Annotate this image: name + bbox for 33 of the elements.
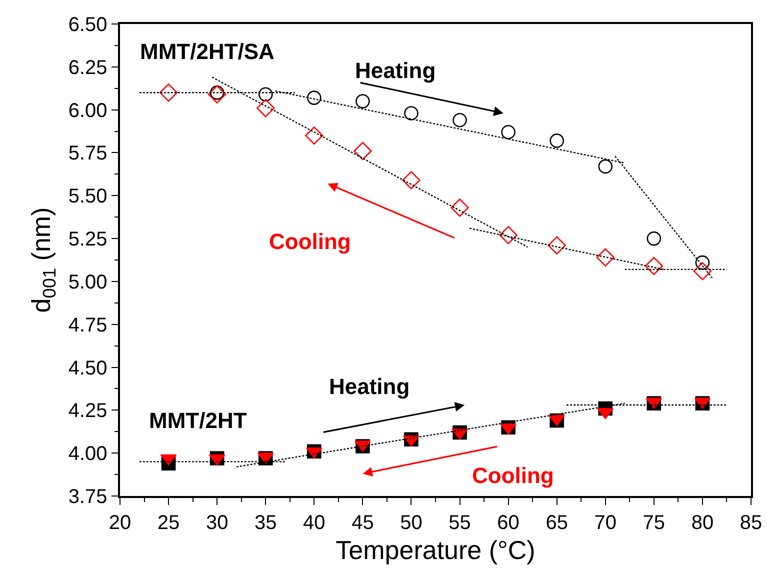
annotation: MMT/2HT <box>149 408 248 433</box>
x-tick-label: 75 <box>642 512 666 534</box>
y-tick-label: 4.25 <box>68 400 108 422</box>
annotation: Cooling <box>472 463 554 488</box>
annotation: Cooling <box>269 229 351 254</box>
y-tick-label: 4.50 <box>68 357 108 380</box>
x-tick-label: 30 <box>206 512 228 534</box>
y-tick-label: 4.00 <box>68 443 108 466</box>
x-tick-label: 80 <box>691 512 714 534</box>
y-tick-label: 6.50 <box>68 14 108 36</box>
y-tick-label: 4.75 <box>68 314 108 336</box>
y-tick-label: 5.50 <box>68 186 108 208</box>
annotation: Heating <box>329 374 410 399</box>
y-tick-label: 3.75 <box>68 486 108 508</box>
x-tick-label: 20 <box>108 512 132 534</box>
x-tick-label: 40 <box>303 512 326 534</box>
y-tick-label: 6.25 <box>68 56 108 79</box>
y-tick-label: 6.00 <box>68 100 108 122</box>
x-tick-label: 25 <box>157 512 180 534</box>
x-tick-label: 55 <box>448 512 471 534</box>
x-tick-label: 85 <box>740 512 762 534</box>
y-tick-label: 5.25 <box>68 228 108 251</box>
x-tick-label: 65 <box>546 512 568 534</box>
x-tick-label: 45 <box>352 512 374 534</box>
y-tick-label: 5.75 <box>68 142 108 165</box>
x-axis-title: Temperature (°C) <box>336 534 536 565</box>
x-tick-label: 60 <box>497 512 520 534</box>
x-tick-label: 35 <box>254 512 277 534</box>
x-tick-label: 70 <box>594 512 617 534</box>
annotation: MMT/2HT/SA <box>140 39 275 64</box>
y-tick-label: 5.00 <box>68 271 108 294</box>
x-tick-label: 50 <box>400 512 422 534</box>
annotation: Heating <box>355 58 436 83</box>
